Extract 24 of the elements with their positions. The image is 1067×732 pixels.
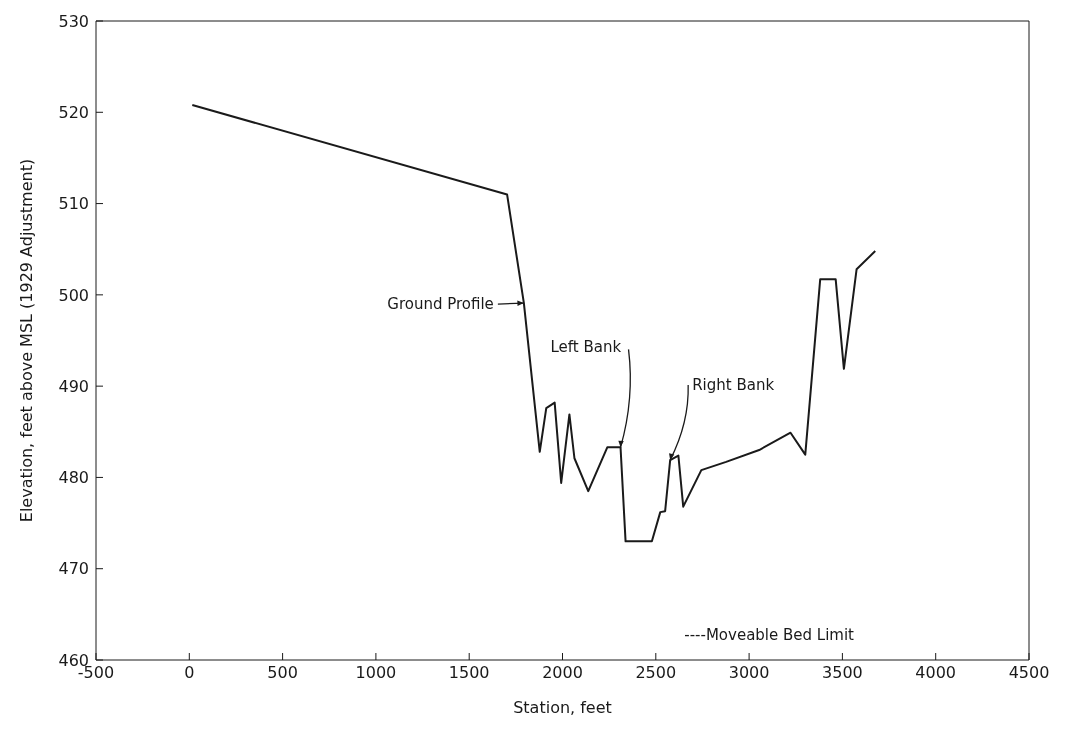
x-tick-label: 4000: [915, 663, 957, 683]
y-tick-label: 510: [58, 194, 89, 214]
x-tick-label: 1000: [355, 663, 397, 683]
x-tick-label: 3000: [728, 663, 770, 683]
annotation: Left Bank: [550, 338, 622, 357]
annotation: Ground Profile: [387, 295, 494, 314]
x-tick-label: 1500: [448, 663, 490, 683]
x-tick-label: 500: [267, 663, 298, 683]
x-tick-label: 3500: [822, 663, 863, 683]
y-tick-label: 490: [58, 376, 89, 396]
x-tick-label: 2000: [542, 663, 583, 683]
x-tick-label: 4500: [1008, 663, 1050, 683]
y-tick-label: 500: [58, 285, 89, 305]
y-axis-title: Elevation, feet above MSL (1929 Adjustment): [16, 158, 36, 523]
x-tick-label: 0: [184, 663, 195, 683]
annotation: Right Bank: [692, 376, 775, 395]
line-series: [191, 103, 877, 543]
x-tick-label: 2500: [635, 663, 677, 683]
y-tick-label: 480: [58, 468, 89, 488]
y-tick-label: 470: [58, 559, 89, 579]
x-axis-title: Station, feet: [513, 698, 612, 717]
y-tick-label: 520: [58, 102, 89, 122]
y-tick-label: 530: [58, 11, 89, 31]
annotation: ----Moveable Bed Limit: [684, 626, 855, 644]
